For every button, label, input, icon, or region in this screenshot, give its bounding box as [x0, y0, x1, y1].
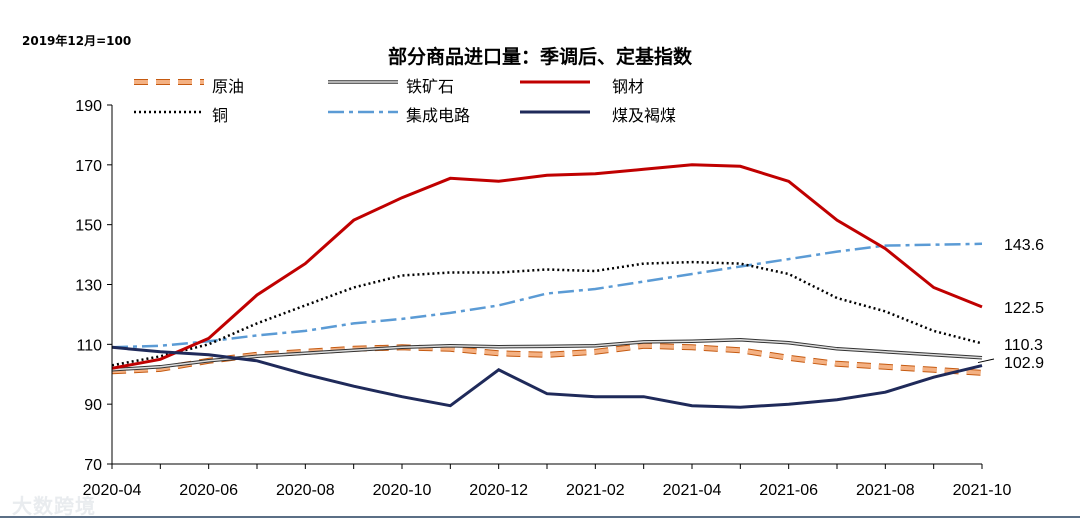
legend-label-coal: 煤及褐煤: [612, 106, 677, 125]
y-tick-label: 150: [75, 218, 102, 235]
legend-label-copper: 铜: [212, 106, 229, 125]
legend-label-iron-ore: 铁矿石: [406, 77, 455, 96]
x-tick-label: 2020-10: [373, 482, 432, 499]
bottom-rule: [0, 516, 1080, 518]
x-tick-label: 2021-10: [953, 482, 1012, 499]
x-tick-label: 2021-06: [759, 482, 818, 499]
y-tick-label: 90: [84, 397, 102, 414]
series-line-iron-ore-outline: [111, 338, 983, 372]
x-tick-label: 2021-02: [566, 482, 625, 499]
watermark: 大数跨境: [12, 494, 96, 518]
chart-title: 部分商品进口量：季调后、定基指数: [387, 46, 692, 68]
y-tick-label: 70: [84, 457, 102, 474]
series-line-copper: [111, 260, 983, 367]
x-tick-label: 2020-12: [469, 482, 528, 499]
series-line-iron-ore: [111, 339, 983, 371]
x-tick-label: 2020-06: [179, 482, 238, 499]
series-line-ic: [111, 242, 983, 349]
x-tick-label: 2021-08: [856, 482, 915, 499]
end-value-label-ic: 143.6: [1004, 237, 1044, 254]
legend-label-ic: 集成电路: [406, 106, 471, 125]
x-tick-label: 2021-04: [663, 482, 722, 499]
end-label-leader: [977, 358, 995, 364]
x-tick-label: 2020-04: [83, 482, 142, 499]
unit-note: 2019年12月=100: [22, 34, 132, 48]
legend-label-crude-oil: 原油: [212, 77, 245, 96]
y-tick-label: 170: [75, 158, 102, 175]
series-line-crude-oil: [111, 343, 983, 375]
end-value-label-copper: 110.3: [1004, 337, 1043, 354]
x-tick-label: 2020-08: [276, 482, 335, 499]
series-line-steel: [111, 163, 983, 370]
y-tick-label: 190: [75, 98, 102, 115]
y-tick-label: 130: [75, 278, 102, 295]
legend-label-steel: 钢材: [612, 77, 645, 96]
end-value-label-coal: 102.9: [1004, 355, 1044, 372]
end-value-label-steel: 122.5: [1004, 300, 1044, 317]
series-line-coal: [111, 345, 983, 409]
y-tick-label: 110: [76, 337, 102, 354]
